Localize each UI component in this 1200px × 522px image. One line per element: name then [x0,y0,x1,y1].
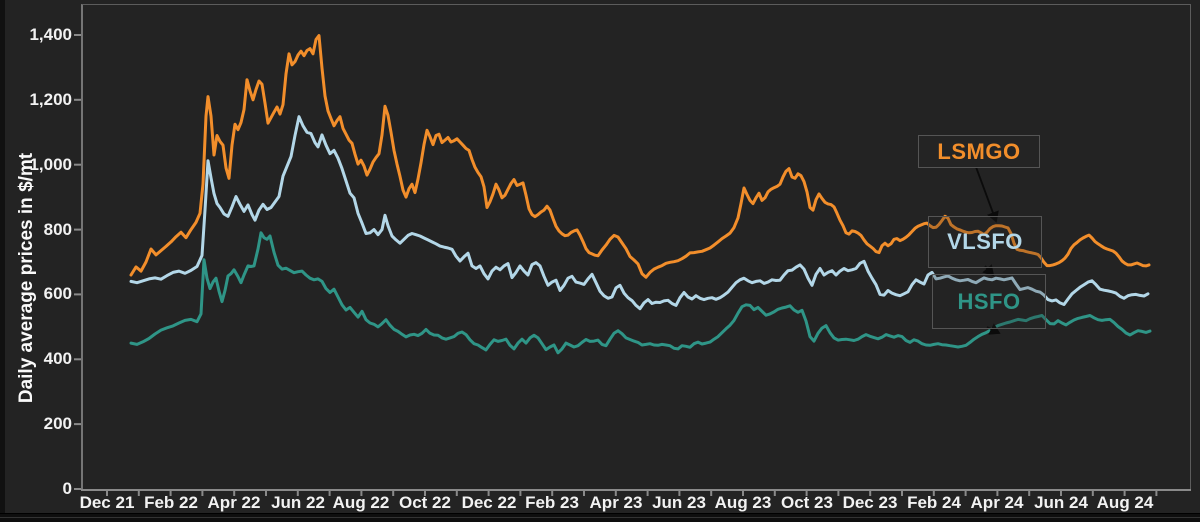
x-axis-label-jun-24: Jun 24 [1034,493,1088,512]
hsfo-price-line [129,231,1152,355]
y-axis-label-800: 800 [43,220,72,239]
vlsfo-price-line [129,115,1150,311]
x-axis-label-dec-21: Dec 21 [79,493,135,512]
x-axis-label-jun-23: Jun 23 [652,493,706,512]
x-axis-label-aug-24: Aug 24 [1096,493,1154,512]
x-axis-label-dec-22: Dec 22 [461,493,517,512]
window-edge-bottom [0,513,1200,522]
x-axis-label-feb-24: Feb 24 [907,493,961,512]
x-axis-label-apr-22: Apr 22 [207,493,261,512]
x-axis-label-aug-22: Aug 22 [332,493,390,512]
x-axis-label-feb-23: Feb 23 [525,493,579,512]
y-axis-label-1000: 1,000 [29,155,72,174]
window-edge-left [0,0,5,522]
legend-label-vlsfo: VLSFO [947,229,1023,254]
lsmgo-price-line [129,34,1151,279]
y-axis-label-400: 400 [43,349,72,368]
y-axis-label-0: 0 [62,479,72,498]
legend-box-hsfo: HSFO [932,274,1046,329]
x-axis-label-dec-23: Dec 23 [842,493,898,512]
y-axis-label-200: 200 [43,414,72,433]
lsmgo-arrow [975,166,999,223]
legend-box-vlsfo: VLSFO [928,216,1042,268]
x-axis-label-apr-23: Apr 23 [589,493,643,512]
plot-area [81,4,1191,490]
y-axis-label-1200: 1,200 [29,90,72,109]
x-axis-label-oct-23: Oct 23 [781,493,833,512]
x-axis-label-oct-22: Oct 22 [399,493,451,512]
legend-label-lsmgo: LSMGO [937,138,1021,164]
y-axis-label-1400: 1,400 [29,25,72,44]
legend-box-lsmgo: LSMGO [918,135,1040,168]
y-axis-label-600: 600 [43,284,72,303]
x-axis-label-feb-22: Feb 22 [144,493,198,512]
x-axis-label-aug-23: Aug 23 [714,493,772,512]
x-axis-label-apr-24: Apr 24 [970,493,1024,512]
legend-label-hsfo: HSFO [957,288,1021,314]
x-axis-label-jun-22: Jun 22 [271,493,325,512]
